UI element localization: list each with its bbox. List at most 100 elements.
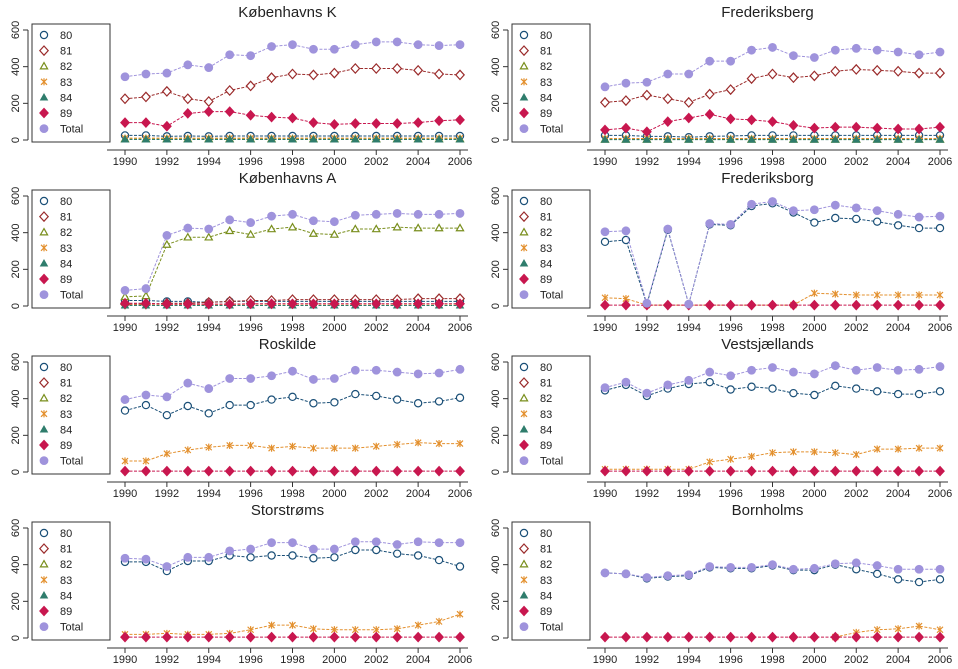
data-point — [852, 291, 860, 299]
chart-panel: Københavns K 0 200 400 600 1990 1992 1994 1996 19… — [10, 4, 472, 168]
data-point — [182, 108, 193, 119]
data-point — [204, 384, 214, 393]
data-point — [662, 631, 673, 643]
data-point — [642, 77, 652, 87]
data-point — [914, 67, 925, 79]
data-point — [872, 122, 883, 134]
chart-title: Vestsjællands — [721, 336, 814, 353]
data-point — [309, 216, 318, 226]
x-tick-label: 2000 — [802, 654, 826, 664]
data-point — [413, 537, 423, 547]
legend-marker — [519, 439, 529, 451]
data-point — [662, 465, 673, 477]
data-point — [872, 299, 883, 311]
data-point — [434, 397, 444, 406]
data-point — [204, 135, 214, 143]
data-point — [392, 37, 402, 47]
data-point — [287, 465, 298, 477]
legend-marker — [39, 30, 49, 40]
chart-title: Københavns K — [238, 4, 336, 21]
data-point — [852, 384, 861, 393]
legend-marker — [40, 576, 48, 584]
data-point — [183, 232, 193, 241]
legend-marker — [39, 439, 49, 451]
data-point — [434, 538, 444, 548]
data-point — [392, 298, 403, 310]
data-point — [309, 399, 318, 408]
data-point — [434, 115, 445, 127]
y-tick-label: 600 — [10, 21, 22, 39]
legend-label: 83 — [60, 77, 72, 89]
data-point — [392, 549, 402, 558]
data-point — [831, 135, 840, 143]
y-tick-label: 400 — [10, 389, 22, 407]
data-point — [329, 67, 340, 79]
data-point — [455, 209, 465, 218]
data-point — [809, 465, 820, 477]
y-tick-label: 400 — [10, 223, 22, 241]
data-point — [413, 369, 423, 379]
data-point — [455, 465, 465, 477]
data-point — [266, 224, 277, 233]
data-point — [224, 465, 235, 477]
data-point — [663, 224, 673, 234]
data-point — [621, 135, 631, 143]
data-point — [413, 631, 424, 643]
x-tick-label: 1992 — [155, 654, 179, 664]
legend-marker — [519, 362, 529, 372]
data-point — [893, 135, 903, 143]
data-point — [704, 299, 715, 311]
data-point — [662, 299, 673, 311]
x-tick-label: 2002 — [844, 488, 868, 500]
legend-marker — [519, 61, 529, 70]
legend-marker — [518, 377, 530, 389]
legend-label: 82 — [60, 559, 72, 571]
data-point — [704, 465, 715, 477]
data-point — [893, 365, 903, 375]
data-point — [246, 135, 255, 143]
data-point — [704, 631, 715, 643]
y-tick-label: 200 — [10, 260, 22, 278]
x-tick-label: 1998 — [760, 654, 784, 664]
data-point — [768, 384, 777, 393]
data-point — [873, 445, 881, 453]
legend-label: 82 — [60, 227, 72, 239]
data-point — [205, 443, 213, 451]
data-point — [936, 291, 944, 299]
data-point — [350, 465, 361, 477]
data-point — [641, 631, 652, 643]
data-point — [413, 209, 423, 219]
data-point — [455, 40, 465, 50]
data-point — [267, 538, 276, 548]
data-point — [663, 69, 673, 79]
legend-marker — [519, 456, 529, 466]
data-point — [935, 387, 945, 396]
y-tick-label: 200 — [10, 592, 22, 610]
data-point — [350, 365, 360, 375]
legend-label: 81 — [60, 544, 72, 556]
data-point — [203, 631, 214, 643]
data-point — [371, 209, 381, 219]
data-point — [893, 123, 904, 135]
legend-marker — [39, 258, 49, 267]
chart-title: Frederiksberg — [721, 4, 814, 21]
legend-label: 81 — [540, 378, 552, 390]
data-point — [392, 209, 402, 218]
data-point — [413, 223, 423, 232]
x-tick-label: 2002 — [364, 156, 388, 168]
legend-marker — [519, 393, 529, 402]
data-point — [183, 378, 193, 388]
data-point — [371, 118, 382, 129]
data-point — [392, 465, 403, 477]
x-tick-label: 1994 — [677, 322, 701, 334]
data-point — [851, 43, 861, 53]
data-point — [683, 112, 694, 124]
data-point — [140, 465, 151, 477]
x-tick-label: 1996 — [238, 654, 262, 664]
data-point — [288, 135, 297, 143]
x-tick-label: 2006 — [448, 488, 472, 500]
data-point — [245, 298, 256, 310]
data-point — [872, 64, 883, 76]
data-point — [809, 631, 820, 643]
data-point — [893, 389, 903, 399]
